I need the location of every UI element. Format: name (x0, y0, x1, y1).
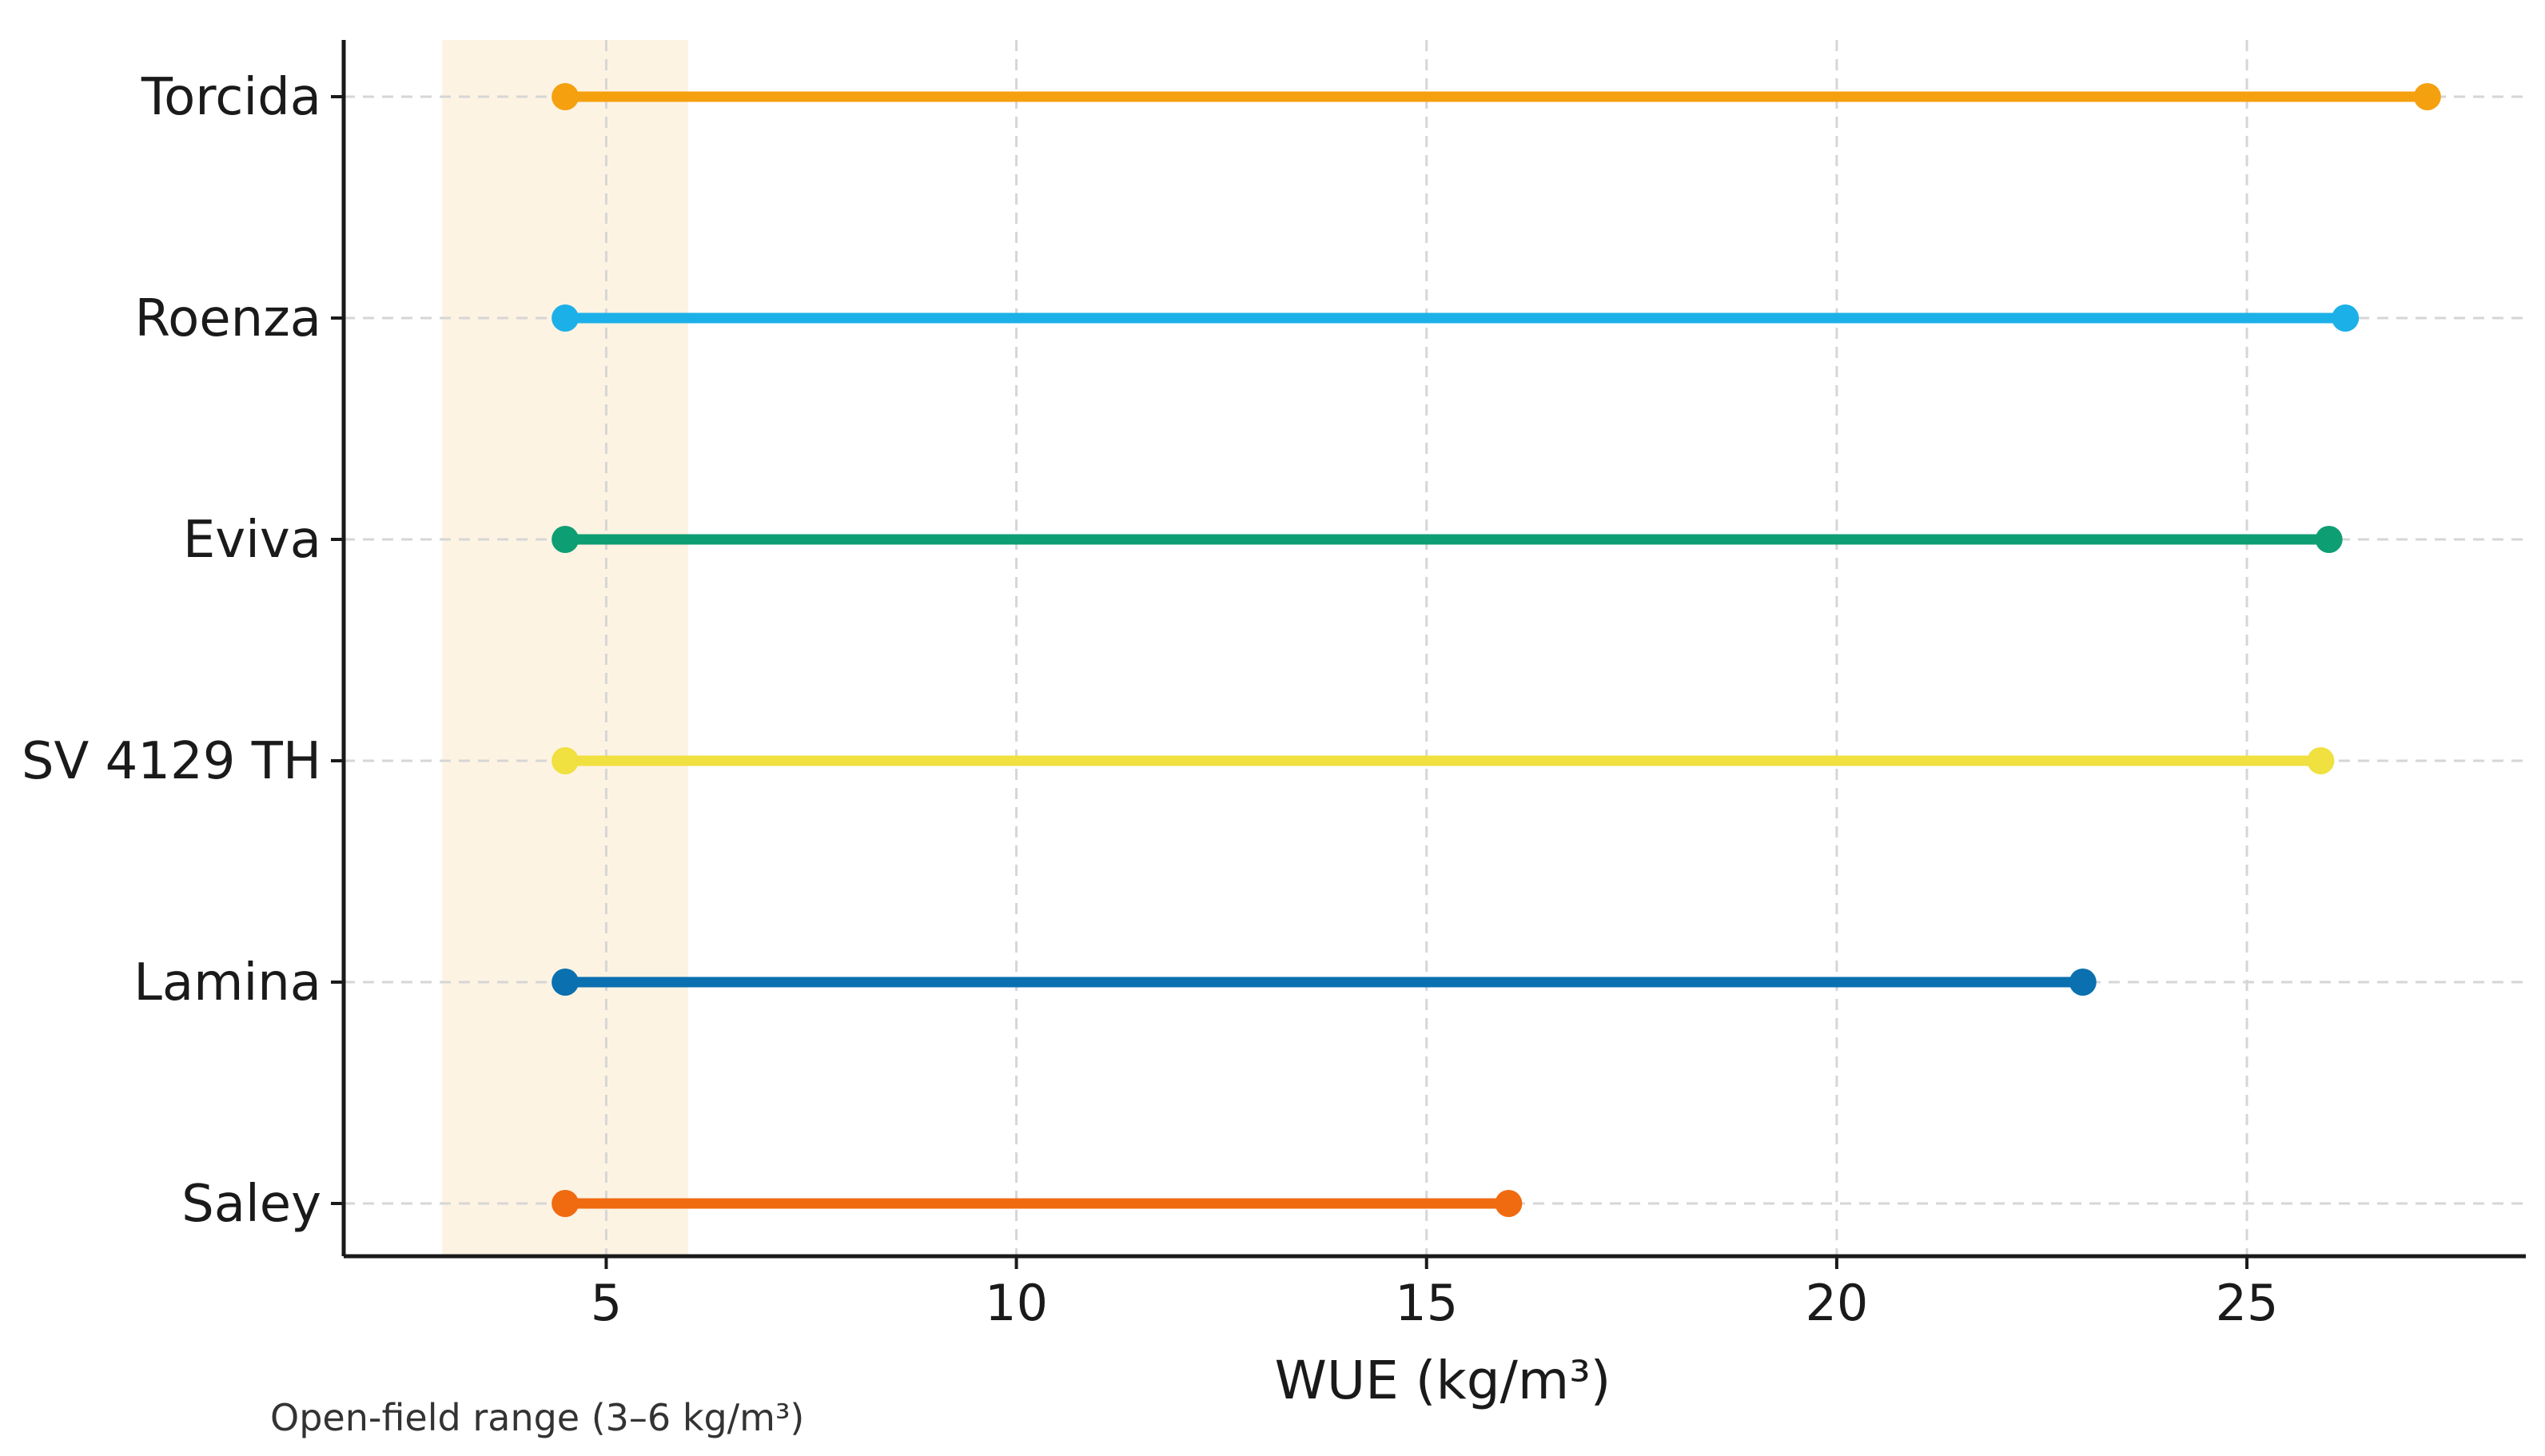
category-label: Eviva (183, 511, 321, 570)
dumbbell-high-point (2315, 526, 2343, 553)
category-label: Torcida (141, 68, 321, 127)
axis-layer (331, 40, 2526, 1269)
dumbbell-high-point (2307, 747, 2335, 774)
x-tick-label: 5 (591, 1274, 622, 1332)
open-field-range-note: Open-field range (3–6 kg/m³) (270, 1396, 804, 1439)
dumbbell-high-point (2332, 304, 2360, 332)
dumbbell-high-point (2069, 969, 2097, 996)
category-label: SV 4129 TH (22, 732, 321, 791)
category-label: Roenza (135, 289, 322, 348)
dumbbell-low-point (552, 1190, 579, 1217)
category-label: Lamina (133, 953, 321, 1012)
dumbbell-low-point (552, 304, 579, 332)
open-field-band-layer (442, 40, 689, 1256)
dumbbell-layer (552, 83, 2441, 1217)
dumbbell-low-point (552, 83, 579, 110)
dumbbell-low-point (552, 969, 579, 996)
x-tick-label: 25 (2216, 1274, 2279, 1332)
x-tick-label: 15 (1395, 1274, 1458, 1332)
dumbbell-low-point (552, 747, 579, 774)
grid-layer (344, 40, 2526, 1256)
x-tick-label: 10 (985, 1274, 1048, 1332)
x-tick-label: 20 (1805, 1274, 1868, 1332)
dumbbell-high-point (1495, 1190, 1523, 1217)
dumbbell-low-point (552, 526, 579, 553)
label-layer: 5 10 15 20 25 Torcida Roenza Eviva SV 4129 TH Lam… (22, 68, 2279, 1332)
category-label: Saley (181, 1175, 321, 1234)
open-field-range-band (442, 40, 689, 1256)
dumbbell-high-point (2413, 83, 2441, 110)
x-axis-title: WUE (kg/m³) (1275, 1350, 1611, 1411)
